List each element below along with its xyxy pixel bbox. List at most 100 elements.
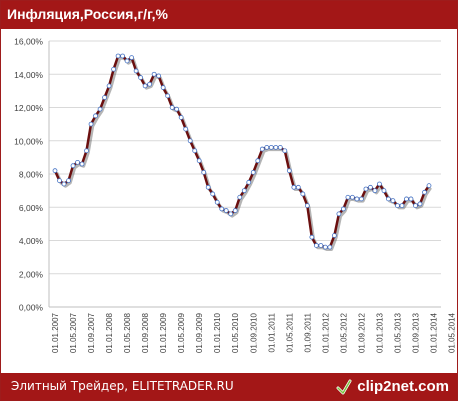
data-point [192, 148, 198, 154]
data-point [232, 208, 238, 213]
data-point [268, 145, 274, 150]
chart-title: Инфляция,Россия,г/г,% [7, 6, 169, 22]
data-point [368, 184, 373, 190]
x-tick-label: 01.01.2010 [213, 312, 222, 353]
data-point [264, 145, 270, 150]
data-point [372, 188, 378, 194]
data-point [282, 148, 288, 154]
data-point [241, 188, 247, 194]
data-point [147, 81, 153, 87]
data-point [165, 93, 171, 99]
clip2net-brand-text: clip2net.com [357, 377, 449, 395]
data-point [57, 178, 62, 184]
data-point [291, 184, 297, 190]
data-point [52, 168, 58, 174]
y-tick-label: 10,00% [14, 136, 43, 146]
data-point [255, 158, 261, 164]
x-tick-label: 01.05.2007 [69, 312, 78, 353]
data-point [66, 178, 71, 184]
data-point [79, 161, 85, 167]
y-tick-label: 8,00% [19, 170, 44, 180]
data-point [75, 159, 80, 165]
x-tick-label: 01.09.2008 [141, 312, 150, 353]
data-point [120, 53, 125, 59]
gridlines [48, 40, 441, 308]
footer-caption: Элитный Трейдер, ELITETRADER.RU [11, 379, 234, 393]
data-point [273, 145, 279, 150]
data-point [142, 83, 148, 89]
data-point [381, 188, 387, 194]
data-point [417, 201, 423, 207]
data-point [174, 106, 180, 112]
x-tick-label: 01.05.2011 [285, 312, 294, 352]
x-tick-label: 01.09.2013 [411, 312, 420, 353]
data-point [205, 184, 211, 190]
data-point [183, 126, 189, 132]
x-tick-label: 01.01.2007 [51, 312, 60, 353]
data-point [228, 211, 234, 217]
clip2net-brand[interactable]: clip2net.com [335, 376, 449, 396]
y-axis-tick-labels: 0,00% 2,00% 4,00% 6,00% 8,00% 10,00% 12,00% 14,… [14, 37, 43, 313]
data-point [115, 53, 121, 59]
x-tick-label: 01.09.2007 [87, 312, 96, 353]
x-tick-label: 01.01.2013 [375, 312, 384, 353]
data-point [300, 191, 306, 197]
data-point [399, 203, 405, 208]
x-tick-label: 01.05.2013 [393, 312, 402, 353]
data-point [336, 211, 342, 217]
line-chart: 0,00% 2,00% 4,00% 6,00% 8,00% 10,00% 12,00% 14,… [14, 37, 457, 354]
data-point [295, 184, 301, 190]
data-point [363, 186, 369, 192]
data-point [70, 163, 76, 169]
data-point [386, 196, 391, 202]
x-axis-tick-labels: 01.01.2007 01.05.2007 01.09.2007 01.01.2008… [51, 312, 457, 353]
x-tick-label: 01.05.2010 [231, 312, 240, 353]
data-point [277, 145, 283, 150]
data-point [309, 234, 315, 240]
data-point [377, 181, 382, 187]
data-point [151, 71, 157, 77]
x-tick-label: 01.01.2009 [159, 312, 168, 353]
y-tick-label: 14,00% [14, 70, 43, 80]
data-point [359, 196, 364, 202]
data-point [313, 243, 319, 248]
data-point [210, 191, 216, 197]
y-tick-label: 4,00% [19, 236, 44, 246]
title-bar: Инфляция,Россия,г/г,% [1, 1, 457, 29]
data-point [327, 244, 333, 250]
data-point [395, 203, 400, 208]
data-point [187, 138, 193, 144]
data-point [93, 113, 98, 119]
data-point [214, 199, 220, 205]
data-point [237, 194, 243, 200]
data-point [390, 198, 396, 204]
data-point [246, 179, 252, 185]
x-tick-label: 01.09.2009 [195, 312, 204, 353]
data-point [413, 203, 418, 208]
x-tick-label: 01.09.2011 [303, 312, 312, 352]
x-tick-label: 01.01.2008 [105, 312, 114, 353]
data-point [322, 244, 328, 250]
data-point [408, 196, 414, 202]
data-point [133, 68, 139, 74]
data-point [404, 196, 409, 202]
data-point [156, 73, 162, 79]
data-point [124, 58, 130, 64]
x-tick-label: 01.05.2012 [339, 312, 348, 353]
data-point [304, 203, 310, 208]
y-tick-label: 0,00% [19, 303, 44, 313]
y-tick-label: 2,00% [19, 269, 44, 279]
data-point [178, 115, 184, 120]
y-tick-label: 16,00% [14, 37, 43, 47]
inflation-series [52, 53, 432, 251]
data-point [426, 183, 432, 189]
data-point [331, 233, 337, 238]
data-point [286, 168, 292, 174]
data-point [223, 208, 229, 213]
data-point [106, 83, 112, 89]
data-point [97, 106, 103, 112]
data-point [129, 55, 135, 61]
data-point [138, 75, 144, 80]
x-tick-label: 01.09.2010 [249, 312, 258, 353]
